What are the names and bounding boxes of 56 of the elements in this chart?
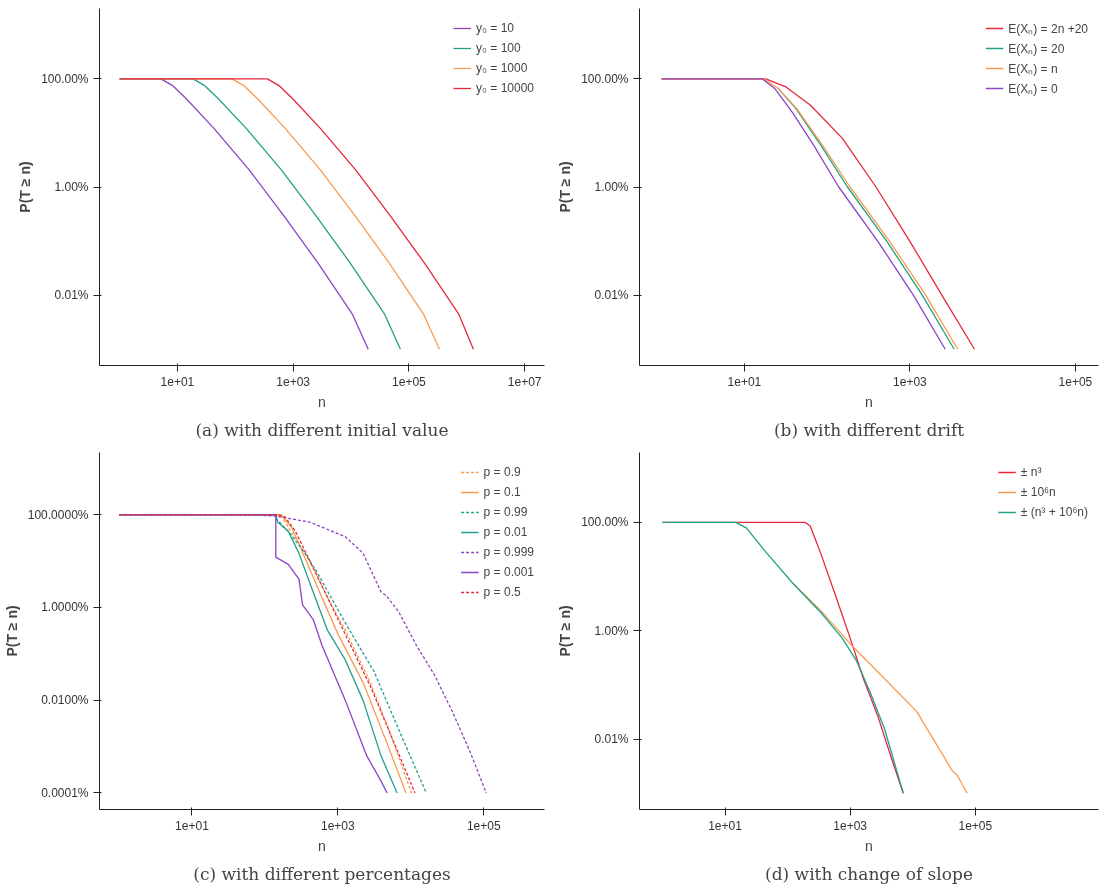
legend-label: ± (n³ + 10⁶n)	[1020, 505, 1088, 519]
legend-label: p = 0.999	[483, 545, 534, 559]
legend-label: ± 10⁶n	[1020, 485, 1056, 499]
y-tick-label: 1.00%	[54, 180, 89, 194]
legend-label: p = 0.99	[483, 505, 528, 519]
legend-label: y₀ = 1000	[475, 61, 528, 75]
legend-label: p = 0.001	[483, 565, 534, 579]
y-tick-label: 100.00%	[41, 71, 89, 86]
legend-label: y₀ = 10000	[475, 81, 534, 95]
y-tick-label: 100.0000%	[27, 507, 89, 522]
legend-label: ± n³	[1020, 465, 1042, 479]
x-tick-label: 1e+03	[276, 374, 311, 389]
legend-label: y₀ = 10	[475, 21, 514, 35]
y-tick-label: 1.00%	[594, 623, 629, 638]
legend-label: E(Xₙ) = n	[1008, 60, 1058, 77]
legend-label: p = 0.9	[483, 465, 521, 479]
text: (a) with different initial value	[195, 419, 449, 440]
x-tick-label: 1e+05	[1058, 374, 1093, 389]
legend-label: E(Xₙ) = 20	[1008, 40, 1065, 57]
x-axis-title: n	[865, 393, 873, 410]
x-tick-label: 1e+07	[507, 374, 542, 389]
text: (c) with different percentages	[193, 863, 451, 884]
y-tick-label: 100.00%	[581, 515, 629, 530]
x-tick-label: 1e+01	[175, 818, 210, 833]
y-tick-label: 0.01%	[594, 288, 629, 303]
y-tick-label: 1.00%	[594, 180, 629, 194]
x-tick-label: 1e+05	[392, 374, 427, 389]
y-tick-label: 0.0001%	[41, 785, 89, 800]
x-axis-title: n	[865, 837, 873, 854]
legend-label: p = 0.5	[483, 585, 521, 599]
y-axis-title: P(T ≥ n)	[3, 605, 20, 657]
x-tick-label: 1e+03	[833, 818, 868, 833]
y-axis-title: P(T ≥ n)	[557, 161, 574, 213]
legend-label: E(Xₙ) = 0	[1008, 80, 1058, 97]
y-tick-label: 100.00%	[581, 71, 629, 86]
text: (b) with different drift	[773, 419, 965, 440]
y-tick-label: 1.0000%	[41, 600, 89, 615]
x-axis-title: n	[318, 837, 326, 854]
x-tick-label: 1e+01	[708, 818, 743, 833]
y-tick-label: 0.0100%	[41, 693, 89, 708]
legend-label: y₀ = 100	[475, 41, 521, 55]
x-axis-title: n	[318, 393, 326, 410]
legend-label: p = 0.01	[483, 525, 528, 539]
y-axis-title: P(T ≥ n)	[17, 161, 34, 213]
x-tick-label: 1e+03	[321, 818, 356, 833]
x-tick-label: 1e+05	[958, 818, 993, 833]
x-tick-label: 1e+03	[893, 374, 928, 389]
text: (d) with change of slope	[765, 863, 973, 884]
x-tick-label: 1e+01	[727, 374, 762, 389]
legend-label: E(Xₙ) = 2n +20	[1008, 20, 1088, 37]
legend-label: p = 0.1	[483, 485, 521, 499]
x-tick-label: 1e+01	[160, 374, 195, 389]
y-axis-title: P(T ≥ n)	[557, 605, 574, 657]
y-tick-label: 0.01%	[594, 732, 629, 747]
x-tick-label: 1e+05	[466, 818, 501, 833]
y-tick-label: 0.01%	[54, 288, 89, 303]
